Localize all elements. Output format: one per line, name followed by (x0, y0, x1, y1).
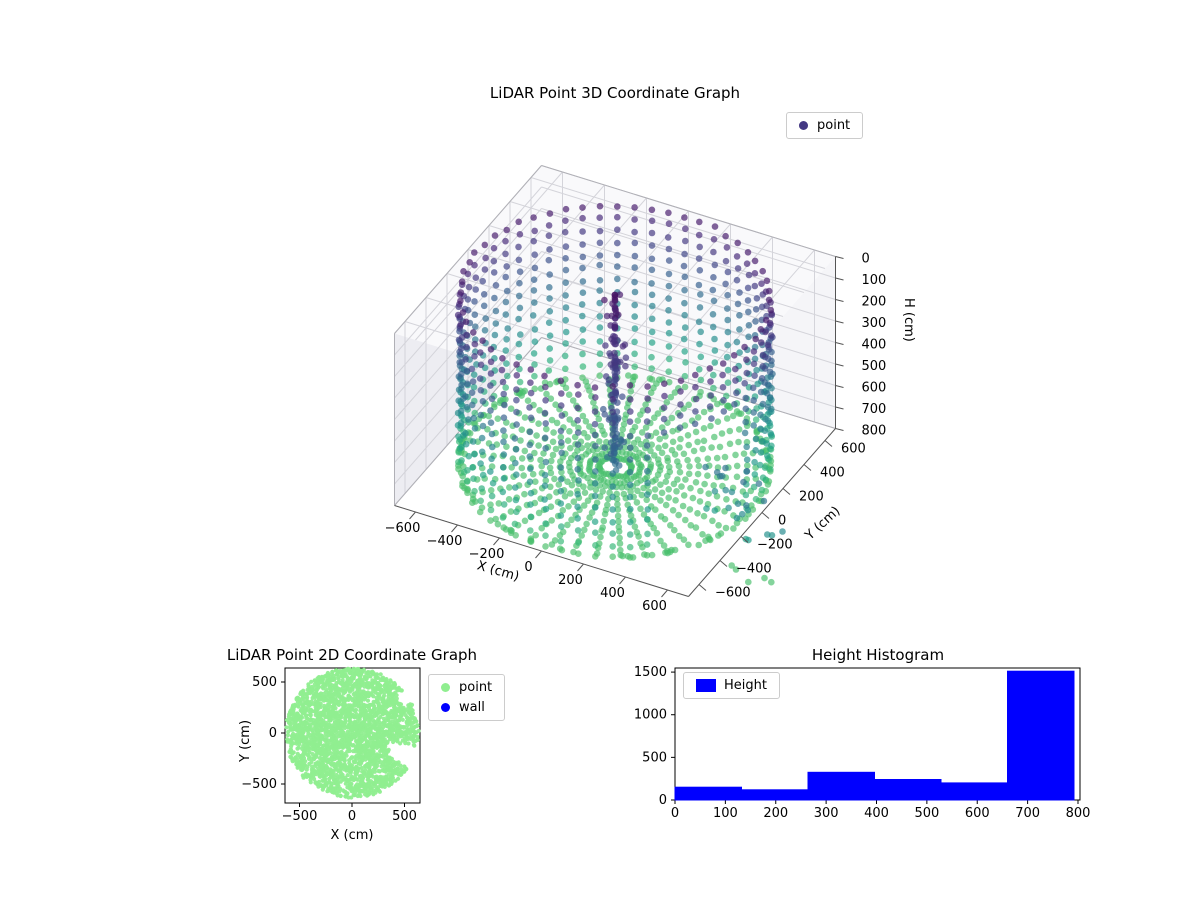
plot2d-title: LiDAR Point 2D Coordinate Graph (226, 646, 478, 664)
svg-text:0: 0 (659, 793, 667, 808)
svg-text:800: 800 (862, 424, 887, 439)
svg-text:−500: −500 (241, 777, 277, 792)
plot3d-title: LiDAR Point 3D Coordinate Graph (489, 84, 741, 102)
plot2d-legend-entry-wall: wall (441, 700, 492, 715)
plot3d-points (454, 202, 786, 586)
svg-text:200: 200 (862, 295, 887, 310)
svg-text:600: 600 (862, 381, 887, 396)
wall-marker-icon (441, 703, 450, 712)
svg-text:0: 0 (862, 252, 870, 267)
svg-text:0: 0 (671, 806, 679, 821)
svg-text:−400: −400 (427, 534, 463, 549)
svg-text:−600: −600 (385, 521, 421, 536)
plot2d-points (284, 666, 421, 800)
svg-text:500: 500 (642, 750, 667, 765)
svg-text:500: 500 (252, 675, 277, 690)
histogram-legend: Height (683, 672, 780, 699)
point-marker-icon (441, 683, 450, 692)
svg-text:0: 0 (524, 560, 532, 575)
svg-text:300: 300 (814, 806, 839, 821)
svg-text:200: 200 (558, 573, 583, 588)
svg-text:−200: −200 (757, 538, 793, 553)
plot2d-legend-label-point: point (459, 680, 493, 695)
svg-text:800: 800 (1066, 806, 1091, 821)
svg-text:400: 400 (864, 806, 889, 821)
plot2d-xaxis-label: X (cm) (330, 828, 374, 843)
plot2d-legend-entry-point: point (441, 680, 492, 695)
svg-text:1000: 1000 (634, 708, 667, 723)
svg-text:600: 600 (642, 599, 667, 614)
plot3d-zaxis-label: H (cm) (901, 298, 916, 342)
svg-text:400: 400 (820, 466, 845, 481)
svg-text:0: 0 (269, 726, 277, 741)
svg-text:100: 100 (713, 806, 738, 821)
svg-text:−200: −200 (469, 547, 505, 562)
plot3d-ticks: −600 −400 −200 0 200 400 600 −600 −400 −200 0 200 40… (385, 252, 887, 615)
plot2d-axes: −500 0 500 −500 0 500 (241, 667, 421, 824)
svg-text:400: 400 (600, 586, 625, 601)
plot3d-legend: point (786, 112, 864, 139)
svg-text:300: 300 (862, 316, 887, 331)
svg-text:500: 500 (914, 806, 939, 821)
svg-text:0: 0 (348, 809, 356, 824)
histogram-title: Height Histogram (811, 646, 945, 664)
svg-text:−600: −600 (715, 586, 751, 601)
svg-text:500: 500 (392, 809, 417, 824)
svg-text:200: 200 (763, 806, 788, 821)
histogram-bars (674, 670, 1075, 801)
svg-text:100: 100 (862, 273, 887, 288)
svg-text:0: 0 (778, 514, 786, 529)
plot3d-legend-label: point (817, 118, 851, 133)
plot2d-legend-label-wall: wall (459, 700, 485, 715)
histogram-legend-label: Height (724, 678, 767, 693)
svg-text:500: 500 (862, 359, 887, 374)
svg-text:1500: 1500 (634, 665, 667, 680)
point-marker-icon (799, 121, 808, 130)
svg-text:600: 600 (965, 806, 990, 821)
svg-text:400: 400 (862, 338, 887, 353)
svg-text:600: 600 (841, 442, 866, 457)
svg-text:−400: −400 (736, 562, 772, 577)
plot2d-legend: point wall (428, 674, 506, 721)
height-patch-icon (696, 679, 716, 692)
plot2d-yaxis-label: Y (cm) (238, 719, 253, 762)
svg-text:−500: −500 (282, 809, 318, 824)
svg-text:200: 200 (799, 490, 824, 505)
svg-text:700: 700 (1015, 806, 1040, 821)
svg-text:700: 700 (862, 402, 887, 417)
